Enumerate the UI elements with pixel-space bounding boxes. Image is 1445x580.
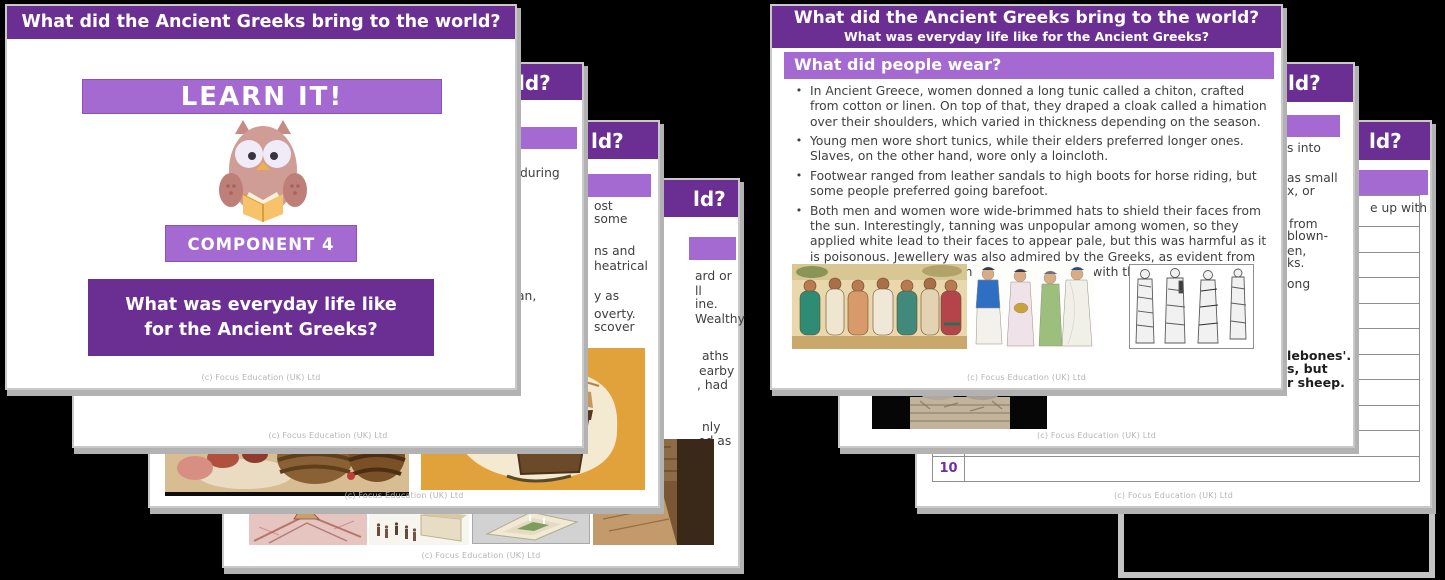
slide-l3-text-fragment: overty. xyxy=(594,307,636,321)
greek-women-clothing-illustration xyxy=(972,262,1094,349)
slide-l2-text-fragment: during xyxy=(520,166,560,180)
question-banner: What was everyday life like for the Anci… xyxy=(88,279,434,356)
slide-r1-bullet-list: • In Ancient Greece, women donned a long… xyxy=(788,84,1272,284)
slide-l3-text-fragment: scover xyxy=(594,320,635,334)
slide-l3-footer: (c) Focus Education (UK) Ltd xyxy=(344,491,464,500)
table-prompt-fragment: e up with xyxy=(1370,201,1428,215)
slide-l2-footer: (c) Focus Education (UK) Ltd xyxy=(268,431,388,440)
bullet-item: • Young men wore short tunics, while the… xyxy=(795,134,1244,164)
owl-reading-icon xyxy=(213,118,313,222)
slide-l3-text-fragment: y as xyxy=(594,289,620,303)
slide-r2-bold-fragment: s, but xyxy=(1287,361,1328,376)
slide-r2-text-fragment: en, xyxy=(1287,244,1307,258)
slide-r1-footer: (c) Focus Education (UK) Ltd xyxy=(966,373,1087,382)
greek-men-clothing-illustration xyxy=(792,264,967,349)
slide-l3-text-fragment: heatrical xyxy=(594,259,648,273)
slide-l3-header-fragment: ld? xyxy=(591,129,624,153)
table-row-10[interactable]: 10 xyxy=(933,455,1419,481)
slide-l3-text-fragment: some xyxy=(594,212,628,226)
slide-l1[interactable]: What did the Ancient Greeks bring to the… xyxy=(5,4,517,390)
slide-l1-title: What did the Ancient Greeks bring to the… xyxy=(21,12,501,32)
slide-r1[interactable]: What did the Ancient Greeks bring to the… xyxy=(770,4,1283,390)
slide-l4-text-fragment: aths xyxy=(702,349,729,363)
table-prompt-row: e up with xyxy=(933,196,1427,226)
slide-l4-text-fragment: earby xyxy=(699,364,735,378)
greek-women-line-drawing xyxy=(1129,264,1254,349)
slide-l4-text-fragment: Wealthy xyxy=(695,312,745,326)
slide-r2-text-fragment: from xyxy=(1289,217,1318,231)
slide-r2-text-fragment: as small xyxy=(1287,171,1338,185)
slide-r1-title: What did the Ancient Greeks bring to the… xyxy=(793,8,1260,28)
slide-r2-bold-fragment: lebones'. xyxy=(1287,348,1352,363)
slide-l3-text-fragment: ost xyxy=(594,199,613,213)
slide-l2-text-fragment: an, xyxy=(517,289,537,303)
slide-l4-section-banner xyxy=(689,237,736,260)
table-row-number: 10 xyxy=(933,456,965,481)
slide-l4-text-fragment: ine. xyxy=(695,297,718,311)
slide-l4-header-fragment: ld? xyxy=(693,187,726,211)
slide-r1-subtitle: What was everyday life like for the Anci… xyxy=(844,29,1209,44)
slide-l4-footer: (c) Focus Education (UK) Ltd xyxy=(421,551,541,560)
greek-building-illustration xyxy=(369,505,469,545)
courtyard-model-image xyxy=(472,505,590,544)
slide-l1-footer: (c) Focus Education (UK) Ltd xyxy=(201,373,321,382)
slide-r2-text-fragment: ks. xyxy=(1287,256,1305,270)
slide-r2-text-fragment: s into xyxy=(1287,141,1321,155)
component-banner: COMPONENT 4 xyxy=(165,225,357,262)
slide-r3-header-fragment: ld? xyxy=(1369,129,1402,153)
slide-l4-text-fragment: , had xyxy=(697,378,728,392)
stone-statue-base-photo xyxy=(872,383,1047,429)
slide-l2-header-fragment: ld? xyxy=(518,71,551,95)
rooftop-pink-illustration xyxy=(249,507,367,545)
slide-r2-bold-fragment: r sheep. xyxy=(1287,375,1345,390)
slide-l4-text-fragment: nly xyxy=(702,420,721,434)
bullet-item: • In Ancient Greece, women donned a long… xyxy=(795,84,1267,129)
slide-r2-text-fragment: x, or xyxy=(1287,184,1315,198)
slide-r4-fragment[interactable] xyxy=(1118,505,1435,578)
slide-r3-footer: (c) Focus Education (UK) Ltd xyxy=(1113,491,1234,500)
slide-r2-text-fragment: ong xyxy=(1287,277,1311,291)
bullet-item: • Footwear ranged from leather sandals t… xyxy=(795,168,1257,199)
slide-r2-header-fragment: ld? xyxy=(1288,71,1321,95)
slide-r2-footer: (c) Focus Education (UK) Ltd xyxy=(1036,431,1157,440)
slide-l3-text-fragment: ns and xyxy=(594,244,636,258)
learn-it-banner: LEARN IT! xyxy=(82,79,442,114)
slide-r1-section-banner: What did people wear? xyxy=(784,52,1274,79)
slide-r2-text-fragment: blown- xyxy=(1287,229,1329,243)
slide-r1-section-title: What did people wear? xyxy=(794,55,1002,74)
slide-l4-text-fragment: ll xyxy=(695,284,702,298)
slide-r1-header-band: What did the Ancient Greeks bring to the… xyxy=(772,6,1281,48)
slide-l1-header-band: What did the Ancient Greeks bring to the… xyxy=(7,6,515,39)
slide-l4-text-fragment: ard or xyxy=(695,269,732,283)
